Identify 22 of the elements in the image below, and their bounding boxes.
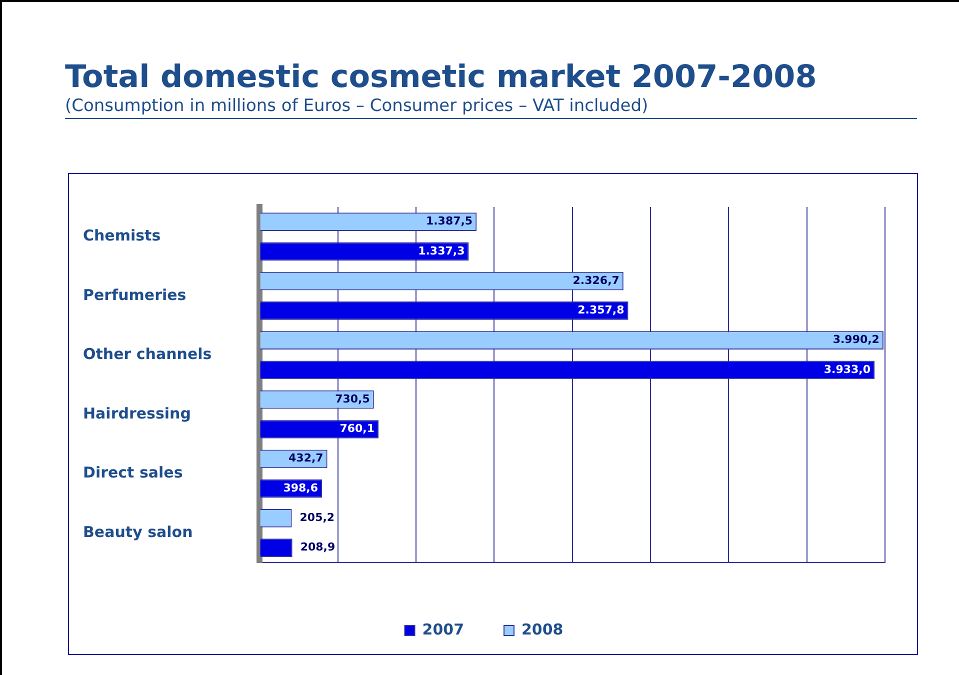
data-label: 1.337,3 [418,244,465,258]
data-label: 3.933,0 [824,362,871,376]
data-label: 760,1 [340,422,375,436]
data-label: 1.387,5 [426,214,473,228]
data-label: 730,5 [335,392,370,406]
chart-subtitle: (Consumption in millions of Euros – Consumer prices – VAT included) [65,96,650,116]
legend-label: 2008 [522,620,564,638]
legend-label: 2007 [422,620,464,638]
data-label: 398,6 [283,481,318,494]
y-tick-label: Perfumeries [83,286,186,304]
data-label: 2.357,8 [578,304,624,317]
y-tick-label: Hairdressing [83,404,191,422]
y-tick-label: Other channels [83,345,212,364]
chart-title: Total domestic cosmetic market 2007-2008 [65,58,818,96]
data-label: 2.326,7 [572,274,620,287]
y-tick-label: Chemists [83,226,161,245]
data-label: 3.990,2 [832,333,880,346]
data-label: 432,7 [288,452,324,465]
data-label: 208,9 [300,540,336,554]
data-label: 205,2 [300,511,335,524]
y-tick-label: Beauty salon [83,522,193,541]
y-tick-label: Direct sales [83,464,183,482]
